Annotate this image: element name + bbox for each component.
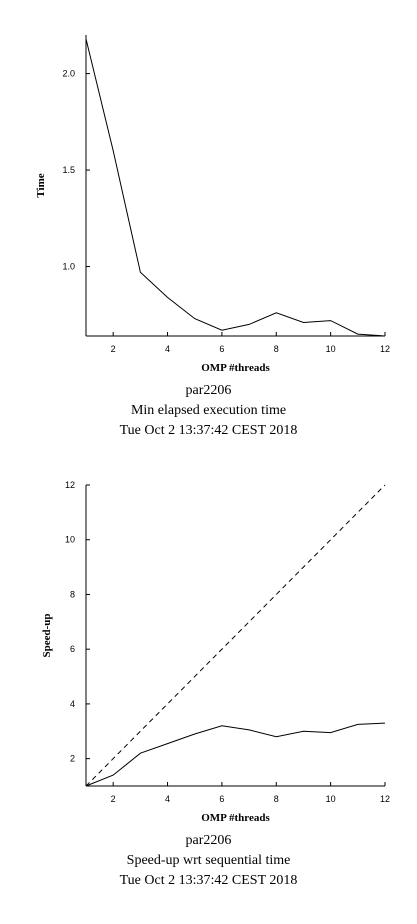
chart-2-caption: par2206 Speed-up wrt sequential time Tue… bbox=[0, 831, 417, 891]
chart-1-x-tick-label: 8 bbox=[274, 344, 279, 354]
chart-1-x-tick-label: 6 bbox=[219, 344, 224, 354]
chart-2-y-tick-label: 4 bbox=[70, 699, 75, 709]
chart-2-caption-line-3: Tue Oct 2 13:37:42 CEST 2018 bbox=[119, 873, 298, 888]
chart-2-y-tick-label: 10 bbox=[65, 535, 75, 545]
chart-1-caption-line-3: Tue Oct 2 13:37:42 CEST 2018 bbox=[119, 423, 298, 438]
chart-2-y-tick-label: 8 bbox=[70, 589, 75, 599]
chart-2-x-tick-label: 10 bbox=[326, 794, 336, 804]
chart-1-x-tick-label: 12 bbox=[380, 344, 390, 354]
chart-2-y-tick-label: 6 bbox=[70, 644, 75, 654]
chart-1-x-tick-label: 4 bbox=[165, 344, 170, 354]
chart-1-x-tick-label: 10 bbox=[326, 344, 336, 354]
chart-2-x-tick-label: 8 bbox=[274, 794, 279, 804]
chart-1-y-tick-label: 2.0 bbox=[62, 69, 75, 79]
chart-2-y-axis-label: Speed-up bbox=[41, 613, 53, 657]
chart-2-series-line bbox=[85, 722, 386, 787]
chart-2-x-tick-label: 4 bbox=[165, 794, 170, 804]
chart-1-y-tick-label: 1.0 bbox=[62, 262, 75, 272]
chart-1-x-tick-label: 2 bbox=[111, 344, 116, 354]
chart-1-caption: par2206 Min elapsed execution time Tue O… bbox=[0, 381, 417, 441]
chart-2-caption-line-2: Speed-up wrt sequential time bbox=[126, 853, 291, 868]
chart-2-ideal-line bbox=[85, 484, 386, 787]
chart-2-x-tick-label: 6 bbox=[219, 794, 224, 804]
chart-1-y-tick-label: 1.5 bbox=[62, 165, 75, 175]
chart-1-caption-line-1: par2206 bbox=[185, 383, 232, 398]
chart-2-x-tick-label: 12 bbox=[380, 794, 390, 804]
chart-1-y-axis-label: Time bbox=[35, 173, 47, 197]
chart-2-caption-line-1: par2206 bbox=[185, 833, 232, 848]
chart-2-y-tick-label: 12 bbox=[65, 480, 75, 490]
chart-1-series-line bbox=[85, 38, 386, 337]
chart-2-x-tick-label: 2 bbox=[111, 794, 116, 804]
chart-2-y-tick-label: 2 bbox=[70, 754, 75, 764]
chart-2-x-axis-label: OMP #threads bbox=[201, 812, 270, 824]
chart-1-x-axis-label: OMP #threads bbox=[201, 362, 270, 374]
chart-1-caption-line-2: Min elapsed execution time bbox=[130, 403, 287, 418]
